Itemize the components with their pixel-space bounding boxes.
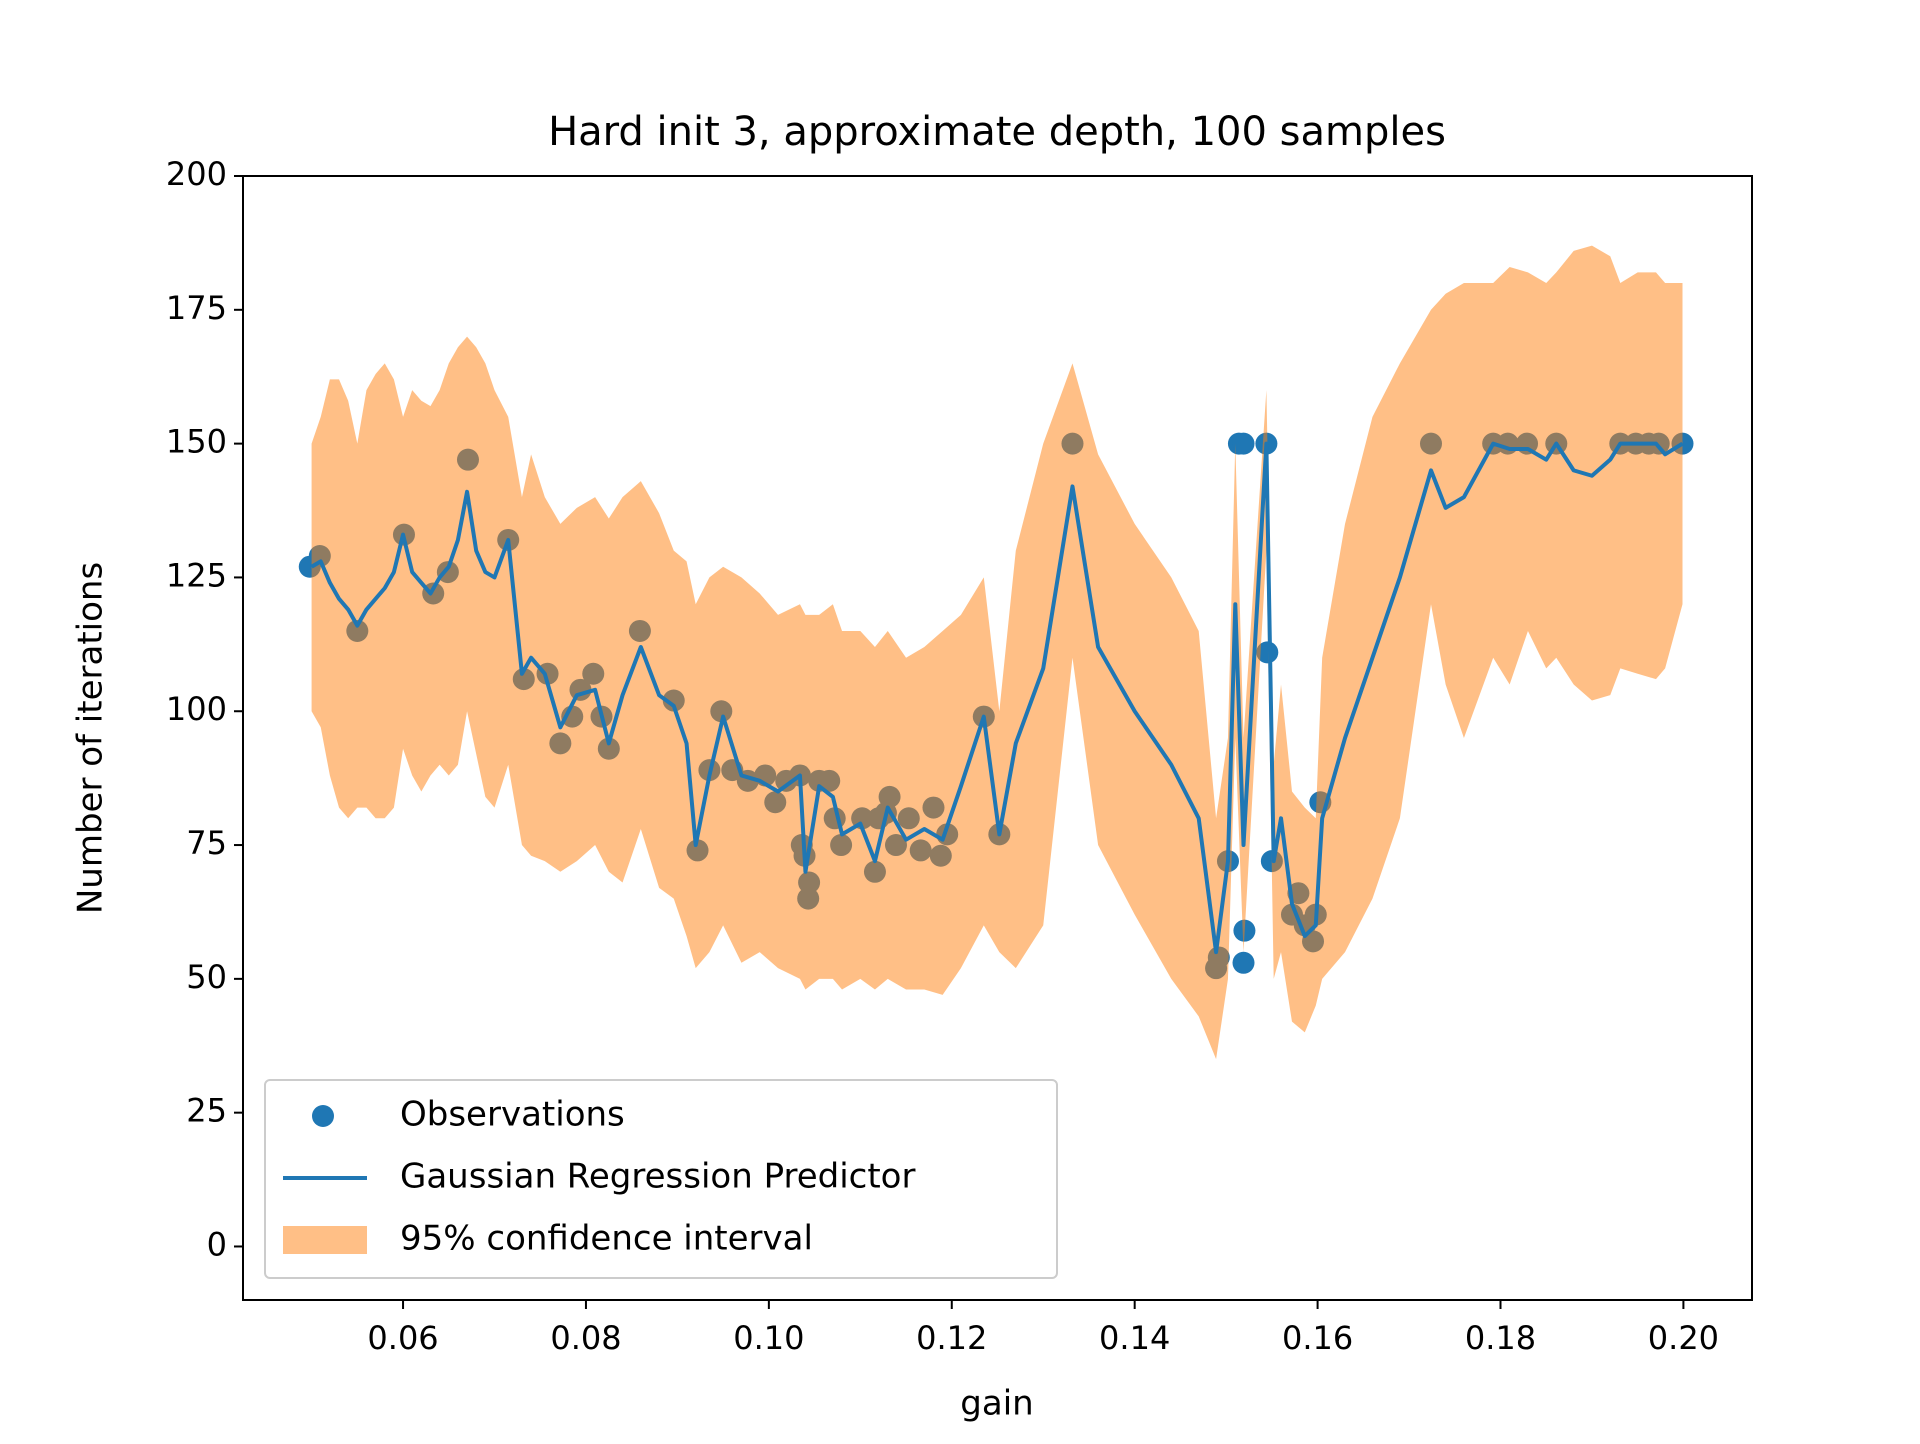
legend-marker — [312, 1105, 334, 1127]
x-tick-label: 0.08 — [550, 1319, 621, 1357]
x-tick-label: 0.18 — [1465, 1319, 1536, 1357]
plot-frame — [242, 175, 1753, 1301]
x-tick-label: 0.12 — [916, 1319, 987, 1357]
y-tick-label: 150 — [166, 423, 227, 461]
x-tick-label: 0.16 — [1282, 1319, 1353, 1357]
x-axis-label: gain — [960, 1384, 1033, 1424]
y-axis-label: Number of iterations — [71, 562, 111, 914]
x-tick-label: 0.20 — [1648, 1319, 1719, 1357]
legend-patch — [283, 1226, 367, 1254]
x-tick-label: 0.10 — [733, 1319, 804, 1357]
predictor-line — [310, 441, 1684, 955]
legend-box — [264, 1079, 1058, 1279]
plot-area — [298, 245, 1694, 1060]
x-tick-label: 0.06 — [367, 1319, 438, 1357]
y-tick-label: 175 — [166, 289, 227, 327]
y-tick-label: 200 — [166, 155, 227, 193]
y-tick-label: 50 — [186, 958, 227, 996]
y-tick-label: 100 — [166, 690, 227, 728]
y-tick-label: 25 — [186, 1092, 227, 1130]
observation-point — [1232, 951, 1255, 974]
confidence-band — [311, 245, 1683, 1060]
legend-label: Observations — [400, 1095, 625, 1135]
y-tick-label: 75 — [186, 824, 227, 862]
observation-point — [1256, 641, 1279, 664]
legend-label: Gaussian Regression Predictor — [400, 1157, 915, 1197]
legend-label: 95% confidence interval — [400, 1219, 813, 1259]
y-tick-label: 0 — [207, 1225, 227, 1263]
y-tick-label: 125 — [166, 556, 227, 594]
x-tick-label: 0.14 — [1099, 1319, 1170, 1357]
chart-title: Hard init 3, approximate depth, 100 samp… — [548, 109, 1446, 155]
observation-point — [1232, 432, 1255, 455]
